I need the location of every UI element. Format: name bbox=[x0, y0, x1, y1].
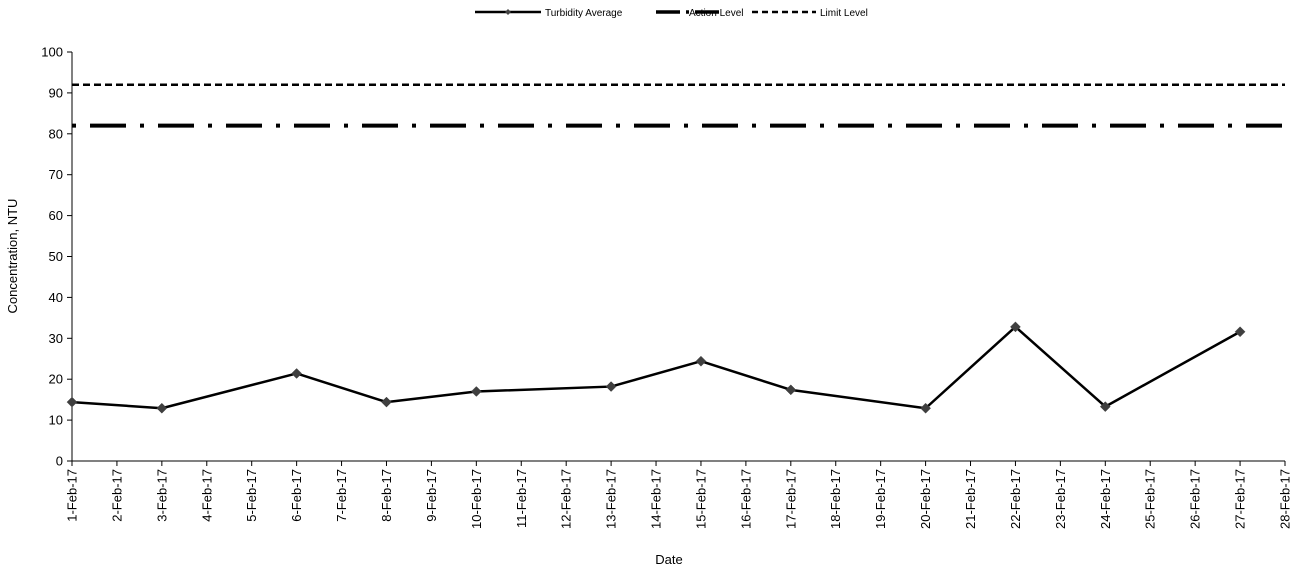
x-axis-title: Date bbox=[655, 552, 682, 567]
data-point-marker bbox=[381, 396, 392, 408]
y-tick-label: 20 bbox=[49, 372, 63, 387]
x-tick-label: 27-Feb-17 bbox=[1233, 469, 1248, 529]
y-tick-label: 50 bbox=[49, 249, 63, 264]
x-tick-label: 28-Feb-17 bbox=[1278, 469, 1293, 529]
x-tick-label: 9-Feb-17 bbox=[424, 469, 439, 522]
series-turbidity-average bbox=[66, 321, 1246, 414]
x-tick-label: 18-Feb-17 bbox=[828, 469, 843, 529]
data-point-marker bbox=[920, 402, 931, 414]
x-tick-label: 3-Feb-17 bbox=[154, 469, 169, 522]
y-tick-label: 30 bbox=[49, 331, 63, 346]
x-tick-label: 13-Feb-17 bbox=[604, 469, 619, 529]
data-point-marker bbox=[1234, 326, 1246, 338]
x-tick-label: 20-Feb-17 bbox=[918, 469, 933, 529]
y-tick-label: 40 bbox=[49, 290, 63, 305]
x-tick-label: 15-Feb-17 bbox=[693, 469, 708, 529]
legend-item-turbidity-average: Turbidity Average bbox=[475, 8, 623, 19]
x-tick-label: 8-Feb-17 bbox=[379, 469, 394, 522]
y-tick-label: 10 bbox=[49, 413, 63, 428]
x-tick-label: 10-Feb-17 bbox=[469, 469, 484, 529]
x-ticks: 1-Feb-17 2-Feb-17 3-Feb-17 4-Feb-17 5-Feb-17… bbox=[65, 461, 1293, 529]
data-point-marker bbox=[66, 396, 78, 408]
x-tick-label: 5-Feb-17 bbox=[244, 469, 259, 522]
legend-label-action-level: Action Level bbox=[689, 8, 743, 19]
y-tick-label: 0 bbox=[56, 454, 63, 469]
x-tick-label: 22-Feb-17 bbox=[1008, 469, 1023, 529]
data-point-marker bbox=[605, 381, 617, 392]
legend-label-limit-level: Limit Level bbox=[820, 8, 868, 19]
x-tick-label: 12-Feb-17 bbox=[559, 469, 574, 529]
y-axis-title: Concentration, NTU bbox=[5, 199, 20, 314]
x-tick-label: 17-Feb-17 bbox=[783, 469, 798, 529]
legend-marker-diamond bbox=[505, 9, 511, 15]
turbidity-average-line bbox=[71, 325, 1241, 410]
data-point-marker bbox=[470, 386, 482, 397]
x-tick-label: 16-Feb-17 bbox=[738, 469, 753, 529]
x-tick-label: 26-Feb-17 bbox=[1188, 469, 1203, 529]
legend-item-limit-level: Limit Level bbox=[752, 8, 868, 19]
data-point-marker bbox=[1010, 321, 1021, 333]
y-ticks: 0 10 20 30 40 50 60 70 80 90 100 bbox=[41, 45, 72, 469]
x-tick-label: 2-Feb-17 bbox=[109, 469, 124, 522]
data-point-marker bbox=[785, 384, 797, 396]
data-point-marker bbox=[695, 355, 707, 367]
y-tick-label: 100 bbox=[41, 45, 63, 60]
y-tick-label: 60 bbox=[49, 208, 63, 223]
x-tick-label: 11-Feb-17 bbox=[514, 469, 529, 528]
legend: Turbidity Average Action Level Limit Lev… bbox=[475, 8, 868, 19]
data-point-marker bbox=[156, 402, 168, 414]
y-tick-label: 70 bbox=[49, 167, 63, 182]
data-point-marker bbox=[1099, 401, 1111, 412]
x-tick-label: 23-Feb-17 bbox=[1053, 469, 1068, 529]
x-tick-label: 19-Feb-17 bbox=[873, 469, 888, 529]
x-tick-label: 4-Feb-17 bbox=[199, 469, 214, 522]
x-tick-label: 7-Feb-17 bbox=[334, 469, 349, 522]
y-tick-label: 80 bbox=[49, 126, 63, 141]
reference-lines bbox=[72, 83, 1285, 128]
y-tick-label: 90 bbox=[49, 85, 63, 100]
data-point-marker bbox=[291, 368, 302, 379]
legend-item-action-level: Action Level bbox=[656, 8, 743, 19]
x-tick-label: 1-Feb-17 bbox=[65, 469, 80, 522]
x-tick-label: 25-Feb-17 bbox=[1143, 469, 1158, 529]
x-tick-label: 6-Feb-17 bbox=[289, 469, 304, 522]
x-tick-label: 24-Feb-17 bbox=[1098, 469, 1113, 529]
x-tick-label: 14-Feb-17 bbox=[649, 469, 664, 529]
x-tick-label: 21-Feb-17 bbox=[963, 469, 978, 529]
legend-label-turbidity-average: Turbidity Average bbox=[545, 8, 623, 19]
